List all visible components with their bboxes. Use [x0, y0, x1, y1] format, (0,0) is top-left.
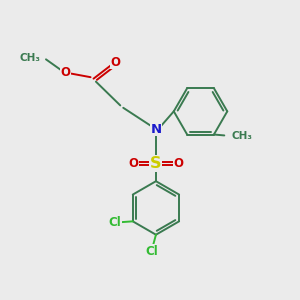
Text: Cl: Cl: [109, 216, 121, 229]
Text: S: S: [150, 156, 162, 171]
Text: CH₃: CH₃: [19, 53, 40, 63]
Text: O: O: [174, 157, 184, 170]
Text: O: O: [60, 66, 70, 79]
Text: O: O: [128, 157, 138, 170]
Text: Cl: Cl: [145, 244, 158, 258]
Text: O: O: [111, 56, 121, 69]
Text: CH₃: CH₃: [232, 131, 253, 141]
Text: N: N: [150, 123, 161, 136]
